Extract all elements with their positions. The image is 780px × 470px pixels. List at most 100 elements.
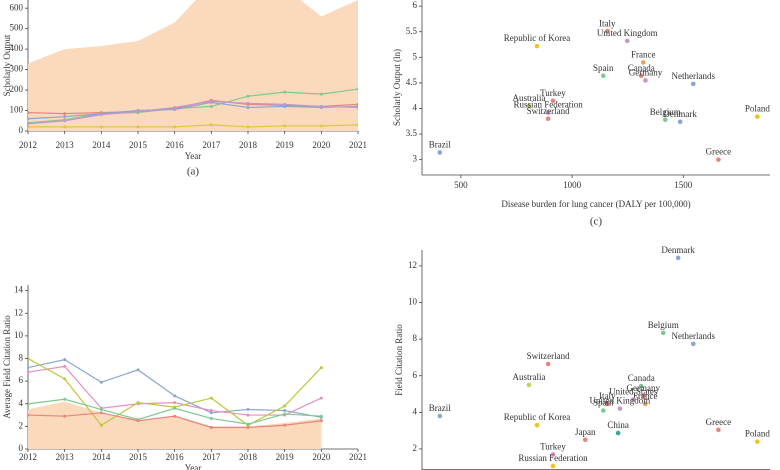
series-point — [283, 404, 287, 408]
x-tick-label: 2020 — [312, 140, 331, 150]
series-point — [99, 380, 103, 384]
point-label: Belgium — [650, 107, 681, 117]
y-tick-label: 6 — [413, 370, 418, 380]
series-point — [136, 125, 140, 129]
x-tick-label: 2015 — [129, 140, 148, 150]
point — [640, 393, 646, 399]
series-line — [28, 101, 358, 120]
series-point — [356, 87, 358, 91]
series-point — [99, 113, 103, 117]
point-label: Japan — [575, 427, 596, 437]
point-label: China — [607, 420, 629, 430]
panel: 0 100 200 300 400 500 600 2012 2013 2014 2015 2016 2… — [2, 0, 367, 178]
series-point — [99, 407, 103, 411]
series-point — [209, 426, 213, 430]
series-point — [209, 396, 213, 400]
series-point — [28, 125, 30, 129]
series-point — [356, 123, 358, 127]
point-label: Canada — [628, 63, 655, 73]
series-point — [319, 124, 323, 128]
y-tick-label: 4.5 — [406, 77, 418, 87]
series-point — [173, 105, 177, 109]
point — [716, 157, 721, 162]
series-point — [246, 422, 250, 426]
point-label: Republic of Korea — [504, 412, 570, 422]
series-point — [319, 396, 323, 400]
series-point — [246, 101, 250, 105]
x-axis-label: Disease burden for lung cancer (DALY per… — [501, 199, 690, 209]
x-tick-label: 2014 — [92, 452, 111, 462]
series-point — [209, 409, 213, 413]
point — [534, 422, 540, 428]
point — [675, 255, 681, 261]
point — [638, 383, 644, 389]
point — [545, 361, 551, 367]
series-point — [63, 358, 67, 362]
point — [677, 119, 683, 125]
point-label: Greece — [706, 147, 731, 157]
point — [545, 110, 551, 115]
x-tick-label: 2016 — [166, 452, 185, 462]
y-tick-label: 6 — [19, 375, 24, 385]
point — [526, 103, 532, 109]
point — [534, 43, 540, 49]
point — [690, 81, 696, 87]
series-point — [246, 407, 250, 411]
y-tick-label: 0 — [19, 125, 24, 135]
y-tick-label: 300 — [10, 64, 24, 74]
y-tick-label: 4 — [413, 103, 418, 113]
series-point — [283, 412, 287, 416]
series-point — [209, 99, 213, 103]
series-point — [63, 125, 67, 129]
x-tick-label: 2018 — [239, 140, 258, 150]
point-label: Netherlands — [672, 71, 716, 81]
point-label: France — [633, 391, 658, 401]
series-point — [28, 413, 30, 417]
x-tick-label: 1000 — [563, 180, 582, 190]
y-tick-label: 10 — [14, 330, 24, 340]
caption: (c) — [590, 216, 603, 228]
point-label: Denmark — [663, 109, 697, 119]
x-tick-label: 2013 — [56, 452, 75, 462]
point — [755, 439, 760, 444]
point-label: Italy — [599, 391, 616, 401]
series-point — [99, 125, 103, 129]
point — [643, 78, 648, 83]
series-point — [319, 366, 323, 370]
x-tick-label: 1500 — [674, 180, 693, 190]
point-label: Turkey — [540, 442, 566, 452]
point-label: Spain — [593, 63, 614, 73]
x-tick-label: 2013 — [56, 140, 75, 150]
series-point — [209, 416, 213, 420]
series-point — [136, 401, 140, 405]
point-label: Russian Federation — [513, 100, 583, 110]
y-tick-label: 3.5 — [406, 128, 418, 138]
series-point — [319, 104, 323, 108]
x-tick-label: 2015 — [129, 452, 148, 462]
point-label: Germany — [627, 383, 661, 393]
y-tick-label: 14 — [14, 285, 24, 295]
point — [545, 116, 551, 122]
x-tick-label: 2012 — [19, 140, 37, 150]
plot-area — [28, 0, 358, 131]
y-tick-label: 4 — [413, 406, 418, 416]
series-point — [209, 411, 213, 415]
y-tick-label: 5 — [413, 51, 418, 61]
point-label: Greece — [706, 417, 731, 427]
point-label: Belgium — [648, 320, 679, 330]
point-label: Australia — [512, 93, 545, 103]
y-tick-label: 4 — [19, 398, 24, 408]
point-label: Brazil — [429, 140, 451, 150]
x-tick-label: 500 — [454, 180, 468, 190]
point-label: Germany — [629, 67, 663, 77]
point — [640, 60, 646, 65]
x-tick-label: 2012 — [19, 452, 37, 462]
x-tick-label: 2014 — [92, 140, 111, 150]
point — [600, 73, 606, 79]
series-point — [356, 105, 358, 109]
x-tick-label: 2021 — [349, 140, 367, 150]
y-tick-label: 10 — [408, 297, 418, 307]
y-tick-label: 200 — [10, 84, 24, 94]
series-point — [283, 102, 287, 106]
series-point — [63, 364, 67, 368]
